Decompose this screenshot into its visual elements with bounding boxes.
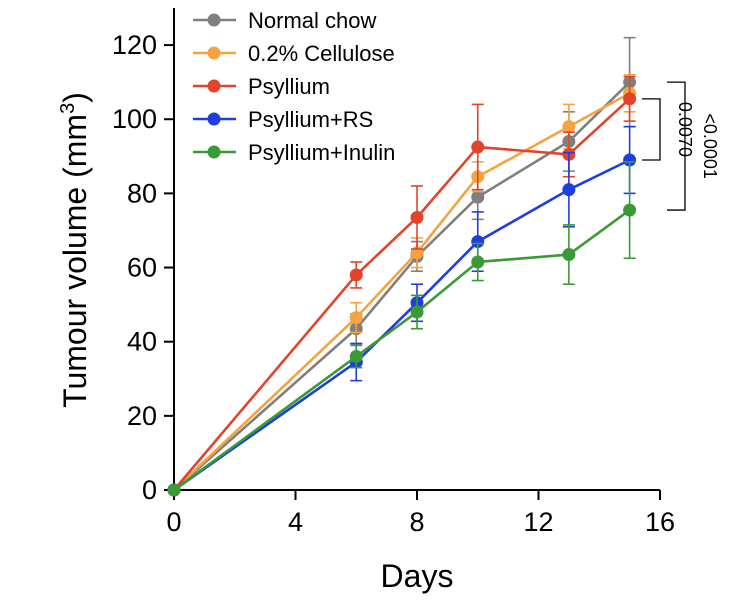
data-point — [623, 92, 637, 106]
x-tick-label: 8 — [409, 507, 424, 537]
legend-marker — [207, 46, 221, 60]
legend-label: 0.2% Cellulose — [248, 41, 395, 66]
series-line — [173, 158, 631, 492]
series-line — [173, 81, 631, 491]
series-line — [173, 97, 631, 491]
series-layer — [167, 36, 637, 497]
y-tick-label: 60 — [127, 253, 157, 283]
series-line — [173, 209, 631, 492]
significance-bracket — [642, 98, 661, 161]
data-point — [562, 248, 576, 262]
series-5 — [167, 161, 637, 497]
legend-marker — [207, 13, 221, 27]
y-tick-label: 100 — [112, 104, 157, 134]
y-axis-title-main: Tumour volume (mm — [57, 114, 93, 408]
data-point — [410, 305, 424, 319]
series-4 — [167, 125, 637, 497]
data-point — [562, 183, 576, 197]
y-tick-label: 20 — [127, 401, 157, 431]
x-axis-title: Days — [381, 558, 454, 594]
legend-marker — [207, 112, 221, 126]
legend-label: Normal chow — [248, 8, 376, 33]
legend-label: Psyllium — [248, 74, 330, 99]
legend-marker — [207, 79, 221, 93]
data-point — [167, 483, 181, 497]
data-point — [471, 255, 485, 269]
legend: Normal chow 0.2% Cellulose Psyllium Psylliu… — [193, 8, 395, 165]
x-tick-label: 12 — [523, 507, 553, 537]
data-point — [623, 153, 637, 167]
x-tick-label: 0 — [166, 507, 181, 537]
legend-label: Psyllium+Inulin — [248, 140, 395, 165]
x-tick-label: 4 — [288, 507, 303, 537]
x-tick-label: 16 — [645, 507, 675, 537]
y-tick-label: 80 — [127, 178, 157, 208]
p-value-label: <0.0001 — [700, 113, 720, 179]
y-ticks: 0 20 40 60 80 100 120 — [112, 30, 174, 505]
y-tick-label: 0 — [142, 475, 157, 505]
y-axis-title: Tumour volume (mm3) — [57, 92, 93, 408]
data-point — [562, 120, 576, 134]
y-axis-title-close: ) — [57, 92, 93, 103]
x-ticks: 0 4 8 12 16 — [166, 490, 675, 537]
data-point — [471, 140, 485, 154]
data-point — [471, 190, 485, 204]
significance-annotations: 0.0070 <0.0001 — [642, 81, 720, 211]
legend-marker — [207, 145, 221, 159]
significance-bracket — [667, 81, 686, 211]
series-line — [173, 92, 631, 491]
data-point — [349, 311, 363, 325]
y-axis-title-superscript: 3 — [57, 103, 79, 114]
data-point — [349, 350, 363, 364]
legend-label: Psyllium+RS — [248, 107, 373, 132]
data-point — [623, 203, 637, 217]
data-point — [349, 268, 363, 282]
data-point — [410, 210, 424, 224]
y-tick-label: 40 — [127, 327, 157, 357]
y-tick-label: 120 — [112, 30, 157, 60]
data-point — [471, 235, 485, 249]
